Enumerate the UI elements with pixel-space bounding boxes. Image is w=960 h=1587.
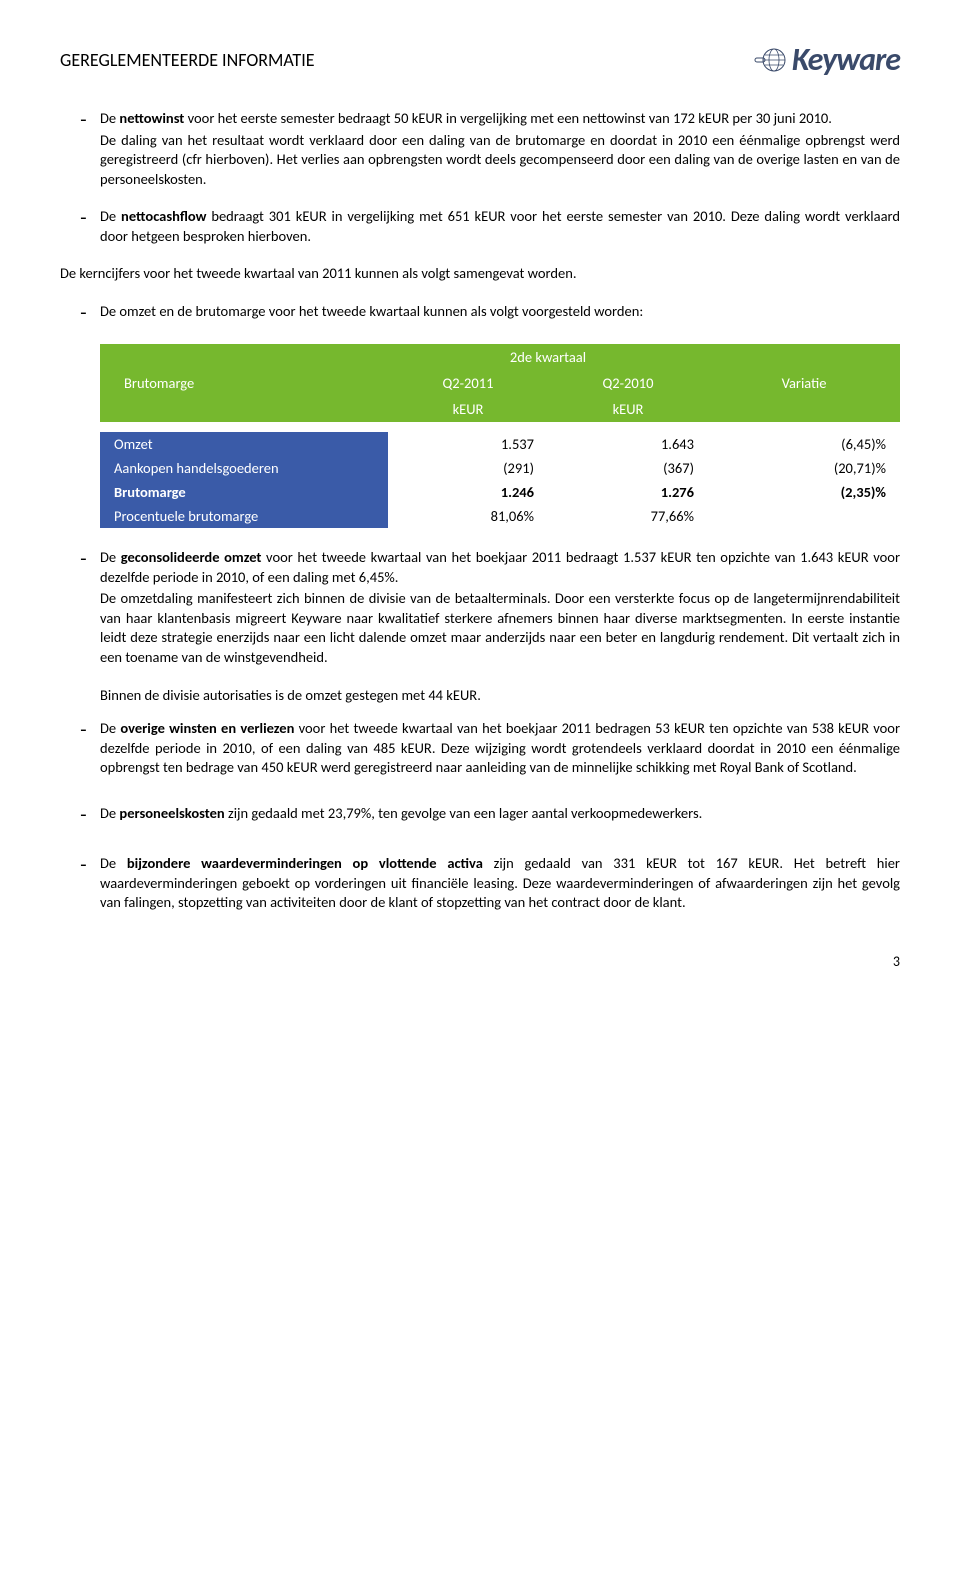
bullet-text: De geconsolideerde omzet voor het tweede… bbox=[100, 548, 900, 667]
bullet-text: De overige winsten en verliezen voor het… bbox=[100, 719, 900, 778]
header-title: GEREGLEMENTEERDE INFORMATIE bbox=[60, 49, 315, 71]
bullet-text: De personeelskosten zijn gedaald met 23,… bbox=[100, 804, 900, 828]
text-run: De bbox=[100, 804, 119, 822]
row-value: 77,66% bbox=[548, 504, 708, 528]
table-row: Procentuele brutomarge81,06%77,66% bbox=[100, 504, 900, 528]
page-header: GEREGLEMENTEERDE INFORMATIE Keyware bbox=[60, 40, 900, 79]
data-table: 2de kwartaal Brutomarge Q2-2011 Q2-2010 … bbox=[100, 344, 900, 528]
text-run: De bbox=[100, 719, 120, 737]
bold-term: nettocashflow bbox=[121, 207, 206, 225]
table-header-row: Brutomarge Q2-2011 Q2-2010 Variatie bbox=[100, 370, 900, 396]
row-label: Brutomarge bbox=[100, 480, 388, 504]
bullet-nettowinst: - De nettowinst voor het eerste semester… bbox=[60, 109, 900, 189]
indent-paragraph: Binnen de divisie autorisaties is de omz… bbox=[100, 686, 900, 706]
row-value: 1.246 bbox=[388, 480, 548, 504]
text-run: De bbox=[100, 854, 127, 872]
table-header-row: kEUR kEUR bbox=[100, 396, 900, 422]
bullet-marker: - bbox=[60, 207, 100, 246]
row-value: (20,71)% bbox=[708, 456, 900, 480]
table-header-row: 2de kwartaal bbox=[100, 344, 900, 370]
table-header-cell: kEUR bbox=[388, 396, 548, 422]
text-run: De bbox=[100, 109, 119, 127]
table-header-cell: Q2-2010 bbox=[548, 370, 708, 396]
bullet-text: De omzet en de brutomarge voor het tweed… bbox=[100, 302, 900, 326]
table-row: Brutomarge1.2461.276(2,35)% bbox=[100, 480, 900, 504]
table-header-cell bbox=[100, 396, 388, 422]
row-value: 1.276 bbox=[548, 480, 708, 504]
bullet-text: De nettocashflow bedraagt 301 kEUR in ve… bbox=[100, 207, 900, 246]
row-label: Procentuele brutomarge bbox=[100, 504, 388, 528]
bullet-marker: - bbox=[60, 804, 100, 828]
table-header-cell bbox=[708, 396, 900, 422]
bullet-omzet-brutomarge: - De omzet en de brutomarge voor het twe… bbox=[60, 302, 900, 326]
page-number: 3 bbox=[60, 953, 900, 970]
row-value: 1.537 bbox=[388, 432, 548, 456]
logo-text: Keyware bbox=[792, 40, 900, 79]
bullet-overige-winsten: - De overige winsten en verliezen voor h… bbox=[60, 719, 900, 778]
row-value bbox=[708, 504, 900, 528]
text-run: voor het eerste semester bedraagt 50 kEU… bbox=[184, 109, 832, 127]
text-run: De daling van het resultaat wordt verkla… bbox=[100, 131, 900, 190]
text-run: De bbox=[100, 207, 121, 225]
table-header-cell: kEUR bbox=[548, 396, 708, 422]
table-header-cell: Q2-2011 bbox=[388, 370, 548, 396]
bullet-waardeverminderingen: - De bijzondere waardeverminderingen op … bbox=[60, 854, 900, 913]
row-value: (6,45)% bbox=[708, 432, 900, 456]
bullet-marker: - bbox=[60, 719, 100, 778]
bold-term: bijzondere waardeverminderingen op vlott… bbox=[127, 854, 483, 872]
row-label: Omzet bbox=[100, 432, 388, 456]
text-run: De bbox=[100, 548, 121, 566]
company-logo: Keyware bbox=[754, 40, 900, 79]
bold-term: overige winsten en verliezen bbox=[120, 719, 294, 737]
bullet-marker: - bbox=[60, 302, 100, 326]
bullet-text: De bijzondere waardeverminderingen op vl… bbox=[100, 854, 900, 913]
row-value: 81,06% bbox=[388, 504, 548, 528]
bullet-geconsolideerde-omzet: - De geconsolideerde omzet voor het twee… bbox=[60, 548, 900, 667]
bold-term: geconsolideerde omzet bbox=[121, 548, 262, 566]
row-label: Aankopen handelsgoederen bbox=[100, 456, 388, 480]
row-value: (291) bbox=[388, 456, 548, 480]
bullet-marker: - bbox=[60, 109, 100, 189]
text-run: bedraagt 301 kEUR in vergelijking met 65… bbox=[100, 207, 900, 245]
row-value: (367) bbox=[548, 456, 708, 480]
table-header-cell: 2de kwartaal bbox=[388, 344, 708, 370]
bullet-nettocashflow: - De nettocashflow bedraagt 301 kEUR in … bbox=[60, 207, 900, 246]
table-header-cell: Variatie bbox=[708, 370, 900, 396]
table-header-cell bbox=[100, 344, 388, 370]
bullet-marker: - bbox=[60, 548, 100, 667]
bold-term: nettowinst bbox=[119, 109, 184, 127]
text-run: De omzetdaling manifesteert zich binnen … bbox=[100, 589, 900, 667]
bullet-text: De nettowinst voor het eerste semester b… bbox=[100, 109, 900, 189]
intro-paragraph: De kerncijfers voor het tweede kwartaal … bbox=[60, 264, 900, 284]
text-run: zijn gedaald met 23,79%, ten gevolge van… bbox=[225, 804, 703, 822]
bullet-personeelskosten: - De personeelskosten zijn gedaald met 2… bbox=[60, 804, 900, 828]
row-value: (2,35)% bbox=[708, 480, 900, 504]
table-row: Omzet1.5371.643(6,45)% bbox=[100, 432, 900, 456]
table-row: Aankopen handelsgoederen(291)(367)(20,71… bbox=[100, 456, 900, 480]
table-header-cell: Brutomarge bbox=[100, 370, 388, 396]
brutomarge-table: 2de kwartaal Brutomarge Q2-2011 Q2-2010 … bbox=[100, 344, 900, 528]
row-value: 1.643 bbox=[548, 432, 708, 456]
table-header-cell bbox=[708, 344, 900, 370]
spacer-row bbox=[100, 422, 900, 432]
globe-icon bbox=[754, 47, 786, 73]
bold-term: personeelskosten bbox=[119, 804, 224, 822]
bullet-marker: - bbox=[60, 854, 100, 913]
